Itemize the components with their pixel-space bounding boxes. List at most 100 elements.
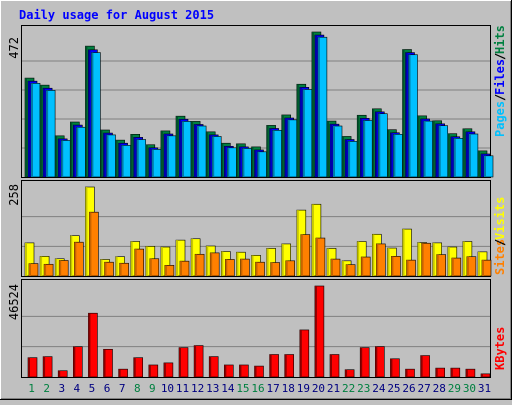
bar-shade-pages-day-30 (468, 133, 471, 177)
axis-separator: / (493, 53, 507, 60)
day-label-3: 3 (58, 382, 65, 395)
bar-shade-files-day-17 (269, 128, 272, 177)
bar-shade-kbytes-day-1 (28, 357, 30, 377)
day-label-18: 18 (282, 382, 295, 395)
bar-shade-hits-day-3 (55, 135, 58, 177)
bar-shade-pages-day-27 (423, 121, 426, 177)
bar-shade-files-day-25 (390, 132, 393, 177)
bar-shade-kbytes-day-20 (314, 286, 317, 377)
bar-shade-visits-day-28 (432, 242, 435, 276)
bar-shade-hits-day-9 (145, 144, 148, 177)
bar-shade-hits-day-13 (206, 131, 209, 177)
day-label-9: 9 (149, 382, 156, 395)
bar-shade-kbytes-day-15 (239, 364, 242, 377)
bar-shade-pages-day-6 (106, 134, 109, 177)
bar-shade-hits-day-23 (357, 115, 360, 177)
bar-shade-pages-day-9 (151, 149, 154, 177)
bar-shade-hits-day-4 (70, 122, 73, 177)
day-label-6: 6 (104, 382, 111, 395)
bar-shade-pages-day-20 (317, 37, 320, 177)
bar-shade-sites-day-30 (466, 256, 469, 276)
bar-shade-pages-day-13 (212, 136, 215, 177)
bar-shade-visits-day-14 (221, 251, 224, 276)
day-label-10: 10 (161, 382, 174, 395)
bar-shade-kbytes-day-7 (118, 369, 121, 377)
day-label-12: 12 (191, 382, 204, 395)
bar-shade-pages-day-21 (333, 126, 335, 177)
bar-shade-files-day-30 (465, 131, 468, 177)
bar-shade-sites-day-8 (134, 249, 137, 276)
panel-kbytes-background (21, 279, 491, 378)
bar-shade-sites-day-27 (421, 243, 424, 276)
bar-shade-visits-day-11 (176, 240, 178, 276)
bar-shade-files-day-8 (133, 137, 136, 177)
bar-shade-visits-day-17 (266, 248, 269, 276)
bar-shade-hits-day-2 (40, 85, 43, 177)
bar-shade-kbytes-day-22 (345, 369, 348, 377)
visits-sites-bars (22, 186, 492, 277)
day-label-4: 4 (74, 382, 81, 395)
bar-shade-kbytes-day-3 (58, 370, 61, 377)
bar-shade-pages-day-8 (136, 139, 139, 177)
bar-shade-hits-day-17 (266, 125, 269, 177)
bar-shade-files-day-19 (299, 87, 302, 177)
bar-shade-sites-day-25 (391, 256, 394, 276)
bar-shade-sites-day-10 (164, 265, 167, 276)
bar-shade-pages-day-19 (302, 89, 305, 177)
bar-shade-sites-day-29 (451, 258, 454, 276)
bar-shade-files-day-31 (481, 153, 483, 177)
bar-shade-files-day-26 (405, 52, 408, 177)
bar-shade-hits-day-20 (311, 32, 314, 177)
bar-shade-pages-day-2 (46, 90, 49, 177)
bar-shade-pages-day-24 (378, 113, 381, 177)
bar-shade-sites-day-4 (74, 242, 77, 276)
bar-shade-visits-day-31 (478, 251, 480, 276)
bar-shade-hits-day-10 (160, 130, 163, 177)
visits-max-label: 258 (7, 184, 21, 206)
bar-shade-sites-day-31 (482, 260, 484, 276)
bar-shade-hits-day-7 (115, 140, 118, 177)
bar-shade-visits-day-21 (327, 248, 329, 276)
bar-shade-pages-day-7 (121, 145, 124, 177)
bar-shade-visits-day-22 (342, 260, 345, 276)
bar-shade-pages-day-31 (484, 155, 486, 177)
bar-shade-kbytes-day-16 (254, 366, 257, 377)
bar-shade-sites-day-16 (255, 262, 258, 276)
hits-files-pages-bars (22, 31, 494, 178)
day-label-25: 25 (387, 382, 400, 395)
bar-shade-pages-day-28 (438, 125, 441, 177)
bar-shade-hits-day-11 (176, 116, 178, 177)
chart-title: Daily usage for August 2015 (19, 8, 214, 22)
hits-files-pages-panel: 472 Pages Files Hits / / (7, 25, 507, 178)
bar-shade-kbytes-day-28 (435, 368, 438, 377)
kbytes-max-label: 46524 (7, 284, 21, 320)
bar-shade-kbytes-day-2 (43, 356, 46, 377)
bar-shade-files-day-9 (148, 147, 151, 177)
bar-shade-sites-day-3 (59, 260, 62, 276)
day-label-5: 5 (89, 382, 96, 395)
day-label-22: 22 (342, 382, 355, 395)
bar-shade-kbytes-day-12 (194, 345, 197, 377)
bar-shade-sites-day-28 (436, 254, 439, 276)
bar-shade-files-day-28 (435, 123, 438, 177)
day-label-11: 11 (176, 382, 189, 395)
files-axis-label: Files (493, 59, 507, 95)
bar-shade-kbytes-day-26 (405, 369, 408, 377)
bar-shade-files-day-2 (43, 88, 46, 177)
bar-shade-pages-day-26 (408, 54, 411, 178)
bar-shade-visits-day-25 (387, 248, 390, 276)
bar-shade-kbytes-day-31 (481, 373, 483, 377)
bar-shade-sites-day-24 (376, 243, 379, 276)
bar-shade-hits-day-29 (447, 133, 450, 177)
bar-shade-sites-day-12 (195, 254, 198, 276)
bar-shade-files-day-12 (194, 124, 197, 177)
bar-shade-visits-day-13 (206, 245, 209, 276)
bar-shade-hits-day-8 (130, 134, 133, 177)
bar-shade-kbytes-day-17 (269, 354, 272, 377)
bar-shade-kbytes-day-6 (103, 349, 106, 377)
bar-shade-files-day-4 (73, 125, 76, 177)
bar-shade-hits-day-14 (221, 143, 224, 177)
bar-shade-files-day-23 (360, 118, 363, 177)
bar-shade-kbytes-day-4 (73, 346, 76, 377)
bar-shade-visits-day-20 (311, 204, 314, 276)
